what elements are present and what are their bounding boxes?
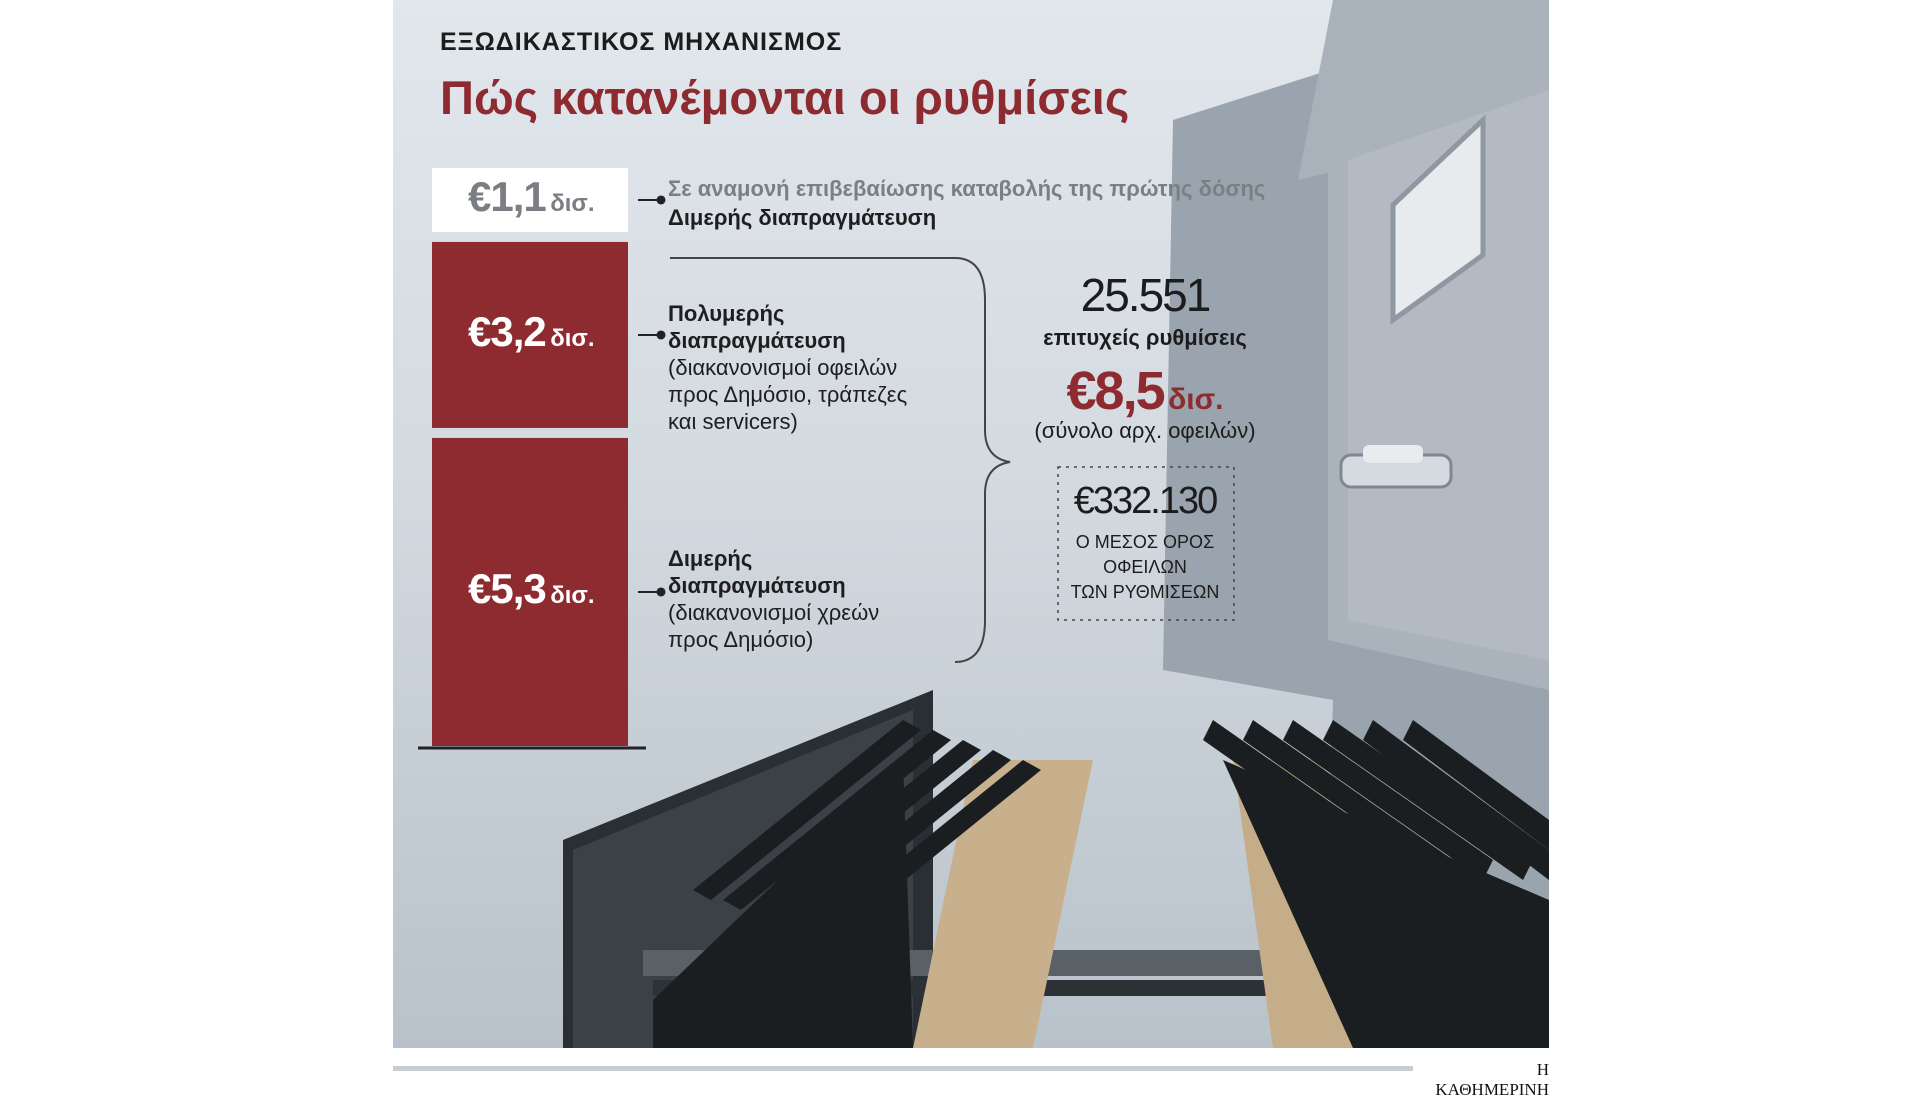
bar-value-label: €3,2 δισ.: [468, 307, 595, 355]
successful-settlements-count: 25.551: [1080, 269, 1212, 321]
average-label-line: ΟΦΕΙΛΩΝ: [1103, 557, 1187, 577]
total-amount: €8,5 δισ.: [1066, 361, 1224, 421]
segment-note: (διακανονισμοί χρεών προς Δημόσιο): [668, 600, 880, 652]
pending-description: Σε αναμονή επιβεβαίωσης καταβολής της πρ…: [668, 176, 1266, 201]
kicker: ΕΞΩΔΙΚΑΣΤΙΚΟΣ ΜΗΧΑΝΙΣΜΟΣ: [440, 28, 843, 56]
segment-description-bilateral: Διμερής διαπραγμάτευση (διακανονισμοί χρ…: [668, 545, 918, 653]
average-label-line: Ο ΜΕΣΟΣ ΟΡΟΣ: [1075, 532, 1215, 552]
total-amount-label: (σύνολο αρχ. οφειλών): [1034, 418, 1256, 443]
segment-note: (διακανονισμοί οφειλών προς Δημόσιο, τρά…: [668, 355, 908, 434]
successful-settlements-label: επιτυχείς ρυθμίσεις: [1043, 325, 1247, 350]
pending-note: Διμερής διαπραγμάτευση: [668, 205, 937, 230]
segment-title: Διμερής διαπραγμάτευση: [668, 546, 846, 598]
segment-description-multilateral: Πολυμερής διαπραγμάτευση (διακανονισμοί …: [668, 300, 938, 435]
footer-rule: [393, 1066, 1413, 1071]
segment-title: Πολυμερής διαπραγμάτευση: [668, 301, 846, 353]
bar-value-label: €5,3 δισ.: [468, 564, 595, 612]
filing-cabinet-illustration: [563, 0, 1549, 1048]
background-panel: [393, 0, 1549, 1048]
average-label-line: ΤΩΝ ΡΥΘΜΙΣΕΩΝ: [1070, 582, 1220, 602]
chart-title: Πώς κατανέμονται οι ρυθμίσεις: [440, 71, 1130, 124]
average-debt-amount: €332.130: [1073, 480, 1219, 522]
average-debt-label: Ο ΜΕΣΟΣ ΟΡΟΣ ΟΦΕΙΛΩΝ ΤΩΝ ΡΥΘΜΙΣΕΩΝ: [1060, 530, 1230, 605]
bar-value-label: €1,1 δισ.: [468, 172, 595, 220]
publisher-credit: Η ΚΑΘΗΜΕΡΙΝΗ: [1435, 1060, 1549, 1099]
